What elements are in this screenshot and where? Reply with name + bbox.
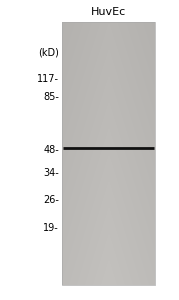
Bar [62, 22, 155, 285]
Text: 26-: 26- [43, 194, 59, 205]
Text: 48-: 48- [43, 145, 59, 154]
Text: HuvEc: HuvEc [91, 7, 126, 17]
Text: 19-: 19- [43, 224, 59, 233]
Text: 85-: 85- [43, 92, 59, 102]
Text: 34-: 34- [43, 168, 59, 178]
Text: (kD): (kD) [38, 47, 59, 57]
Text: 117-: 117- [37, 74, 59, 83]
